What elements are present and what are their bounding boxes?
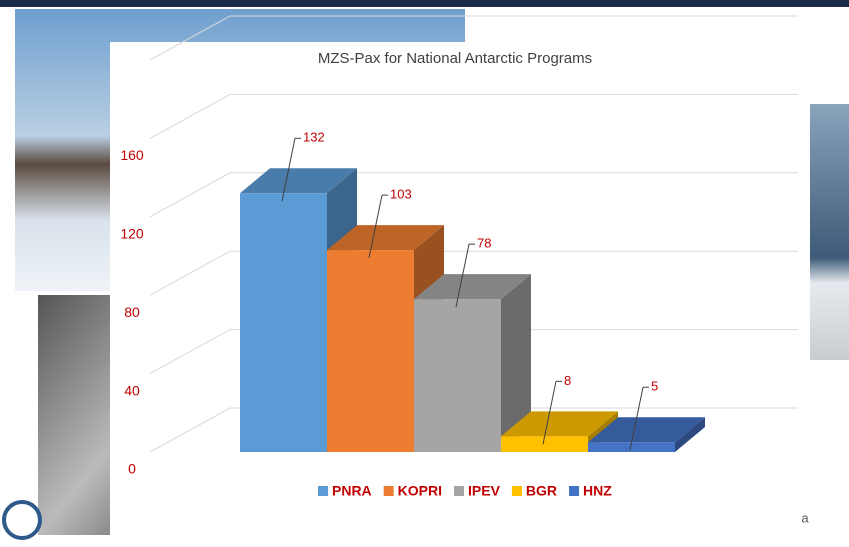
chart-title: MZS-Pax for National Antarctic Programs [318, 50, 592, 67]
grid-line [149, 407, 798, 453]
footer-mark: a [801, 510, 809, 525]
grid-line [149, 329, 798, 375]
bar [327, 250, 414, 452]
legend-swatch [454, 486, 465, 496]
bar [501, 436, 588, 452]
value-label: 5 [651, 379, 658, 394]
value-label: 78 [477, 236, 491, 251]
grid-frame [149, 15, 798, 61]
legend-swatch [569, 486, 580, 496]
leader-line [542, 381, 557, 445]
photo [810, 104, 849, 360]
bar-top [240, 168, 357, 194]
chart: 0 40 80 120 160 132 103 78 8 5 PNRA KOPRI IPEV BGR HNZ [120, 15, 798, 499]
legend-label: HNZ [583, 483, 612, 499]
top-bar [0, 0, 849, 7]
legend-swatch [511, 486, 522, 496]
grid-line [149, 93, 798, 139]
grid-line [149, 172, 798, 218]
y-tick-label: 160 [120, 147, 144, 163]
leader-line [368, 195, 383, 259]
leader-line [629, 387, 644, 451]
y-tick-label: 40 [124, 382, 140, 398]
legend-label: BGR [526, 483, 557, 499]
bar-side [675, 417, 705, 452]
legend-swatch [318, 486, 328, 496]
bar [588, 442, 675, 452]
value-label: 8 [564, 373, 571, 388]
y-tick-label: 80 [124, 304, 140, 320]
bar-top [414, 274, 531, 300]
y-tick-label: 0 [128, 461, 136, 477]
y-tick-label: 120 [120, 226, 144, 242]
legend-label: IPEV [468, 483, 501, 499]
value-label: 132 [303, 130, 325, 145]
logo [2, 500, 42, 540]
legend-label: KOPRI [398, 483, 442, 499]
grid-line [149, 250, 798, 296]
value-label: 103 [390, 187, 412, 202]
bar [240, 193, 327, 452]
legend-label: PNRA [332, 483, 372, 499]
bar-top [588, 417, 705, 443]
legend-swatch [383, 486, 394, 496]
leader-line [455, 244, 470, 308]
bar-top [501, 411, 618, 437]
bar [414, 299, 501, 452]
bar-top [327, 225, 444, 251]
bar-side [501, 274, 531, 452]
leader-line [281, 138, 296, 202]
